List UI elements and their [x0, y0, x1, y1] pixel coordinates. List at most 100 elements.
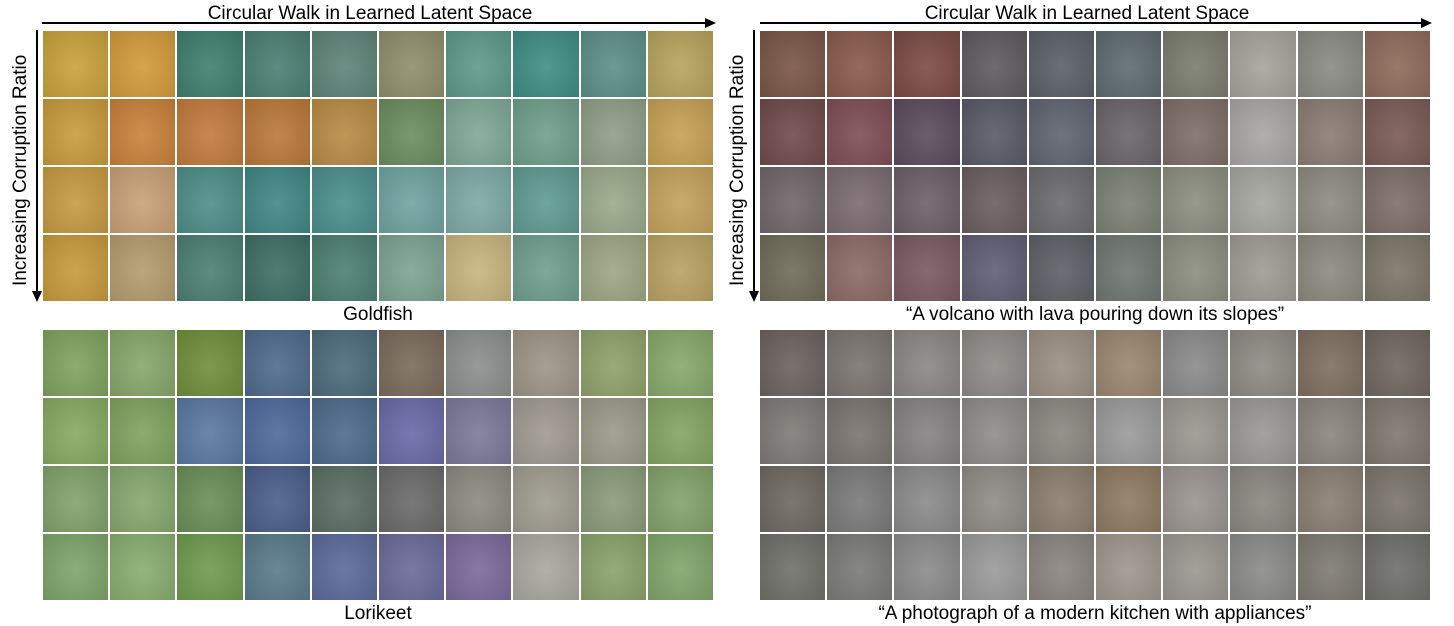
image-tile: [110, 235, 176, 301]
image-tile: [760, 330, 826, 396]
image-tile: [1163, 235, 1229, 301]
image-tile: [446, 534, 512, 600]
image-tile: [1364, 99, 1430, 165]
image-tile: [513, 534, 579, 600]
image-tile: [177, 398, 243, 464]
image-tile: [311, 398, 377, 464]
image-tile: [311, 99, 377, 165]
image-tile: [311, 466, 377, 532]
image-tile: [580, 167, 646, 233]
image-tile: [961, 330, 1027, 396]
image-tile: [1028, 235, 1094, 301]
image-tile: [378, 167, 445, 233]
image-tile: [513, 235, 579, 301]
image-tile: [760, 31, 826, 97]
image-tile: [1028, 167, 1094, 233]
axis-arrow-right: [749, 30, 759, 302]
image-tile: [1095, 99, 1162, 165]
image-tile: [1163, 398, 1229, 464]
image-tile: [760, 167, 826, 233]
image-tile: [827, 466, 893, 532]
image-tile: [446, 99, 512, 165]
image-tile: [311, 534, 377, 600]
image-tile: [1364, 330, 1430, 396]
image-tile: [446, 466, 512, 532]
image-tile: [244, 398, 310, 464]
image-tile: [177, 167, 243, 233]
image-tile: [446, 330, 512, 396]
image-tile: [1163, 534, 1229, 600]
image-tile: [1230, 330, 1296, 396]
image-tile: [827, 398, 893, 464]
header-arrow-left: [42, 18, 716, 28]
image-tile: [647, 466, 713, 532]
image-tile: [894, 167, 960, 233]
image-tile: [43, 167, 109, 233]
kitchen-grid: [760, 330, 1430, 600]
image-tile: [513, 31, 579, 97]
image-tile: [244, 330, 310, 396]
image-tile: [961, 99, 1027, 165]
image-tile: [1364, 167, 1430, 233]
image-tile: [1230, 398, 1296, 464]
image-tile: [894, 235, 960, 301]
image-tile: [1297, 398, 1363, 464]
image-tile: [961, 534, 1027, 600]
image-tile: [760, 534, 826, 600]
image-tile: [177, 466, 243, 532]
image-tile: [1028, 31, 1094, 97]
image-tile: [647, 534, 713, 600]
image-tile: [378, 99, 445, 165]
image-tile: [827, 235, 893, 301]
image-tile: [760, 235, 826, 301]
header-left: Circular Walk in Learned Latent Space: [207, 3, 533, 24]
image-tile: [378, 31, 445, 97]
caption-goldfish: Goldfish: [343, 304, 413, 325]
image-tile: [244, 466, 310, 532]
image-tile: [647, 235, 713, 301]
image-tile: [647, 99, 713, 165]
image-tile: [894, 330, 960, 396]
image-tile: [378, 235, 445, 301]
image-tile: [110, 167, 176, 233]
image-tile: [311, 330, 377, 396]
image-tile: [177, 235, 243, 301]
image-tile: [580, 31, 646, 97]
image-tile: [760, 99, 826, 165]
image-tile: [1028, 466, 1094, 532]
image-tile: [894, 31, 960, 97]
image-tile: [580, 99, 646, 165]
image-tile: [43, 534, 109, 600]
image-tile: [43, 235, 109, 301]
image-tile: [1230, 466, 1296, 532]
image-tile: [1297, 99, 1363, 165]
image-tile: [446, 398, 512, 464]
image-tile: [513, 466, 579, 532]
image-tile: [647, 167, 713, 233]
axis-label-right: Increasing Corruption Ratio: [727, 54, 748, 286]
caption-volcano: “A volcano with lava pouring down its sl…: [905, 304, 1285, 325]
image-tile: [1230, 31, 1296, 97]
image-tile: [760, 466, 826, 532]
image-tile: [110, 466, 176, 532]
image-tile: [1095, 167, 1162, 233]
image-tile: [43, 330, 109, 396]
image-tile: [177, 330, 243, 396]
image-tile: [244, 235, 310, 301]
image-tile: [177, 534, 243, 600]
image-tile: [513, 398, 579, 464]
image-tile: [1297, 330, 1363, 396]
image-tile: [580, 534, 646, 600]
image-tile: [1163, 330, 1229, 396]
image-tile: [446, 235, 512, 301]
image-tile: [647, 330, 713, 396]
image-tile: [961, 31, 1027, 97]
image-tile: [513, 167, 579, 233]
image-tile: [446, 167, 512, 233]
image-tile: [580, 398, 646, 464]
image-tile: [580, 330, 646, 396]
image-tile: [1163, 466, 1229, 532]
image-tile: [580, 235, 646, 301]
image-tile: [1028, 398, 1094, 464]
image-tile: [827, 99, 893, 165]
